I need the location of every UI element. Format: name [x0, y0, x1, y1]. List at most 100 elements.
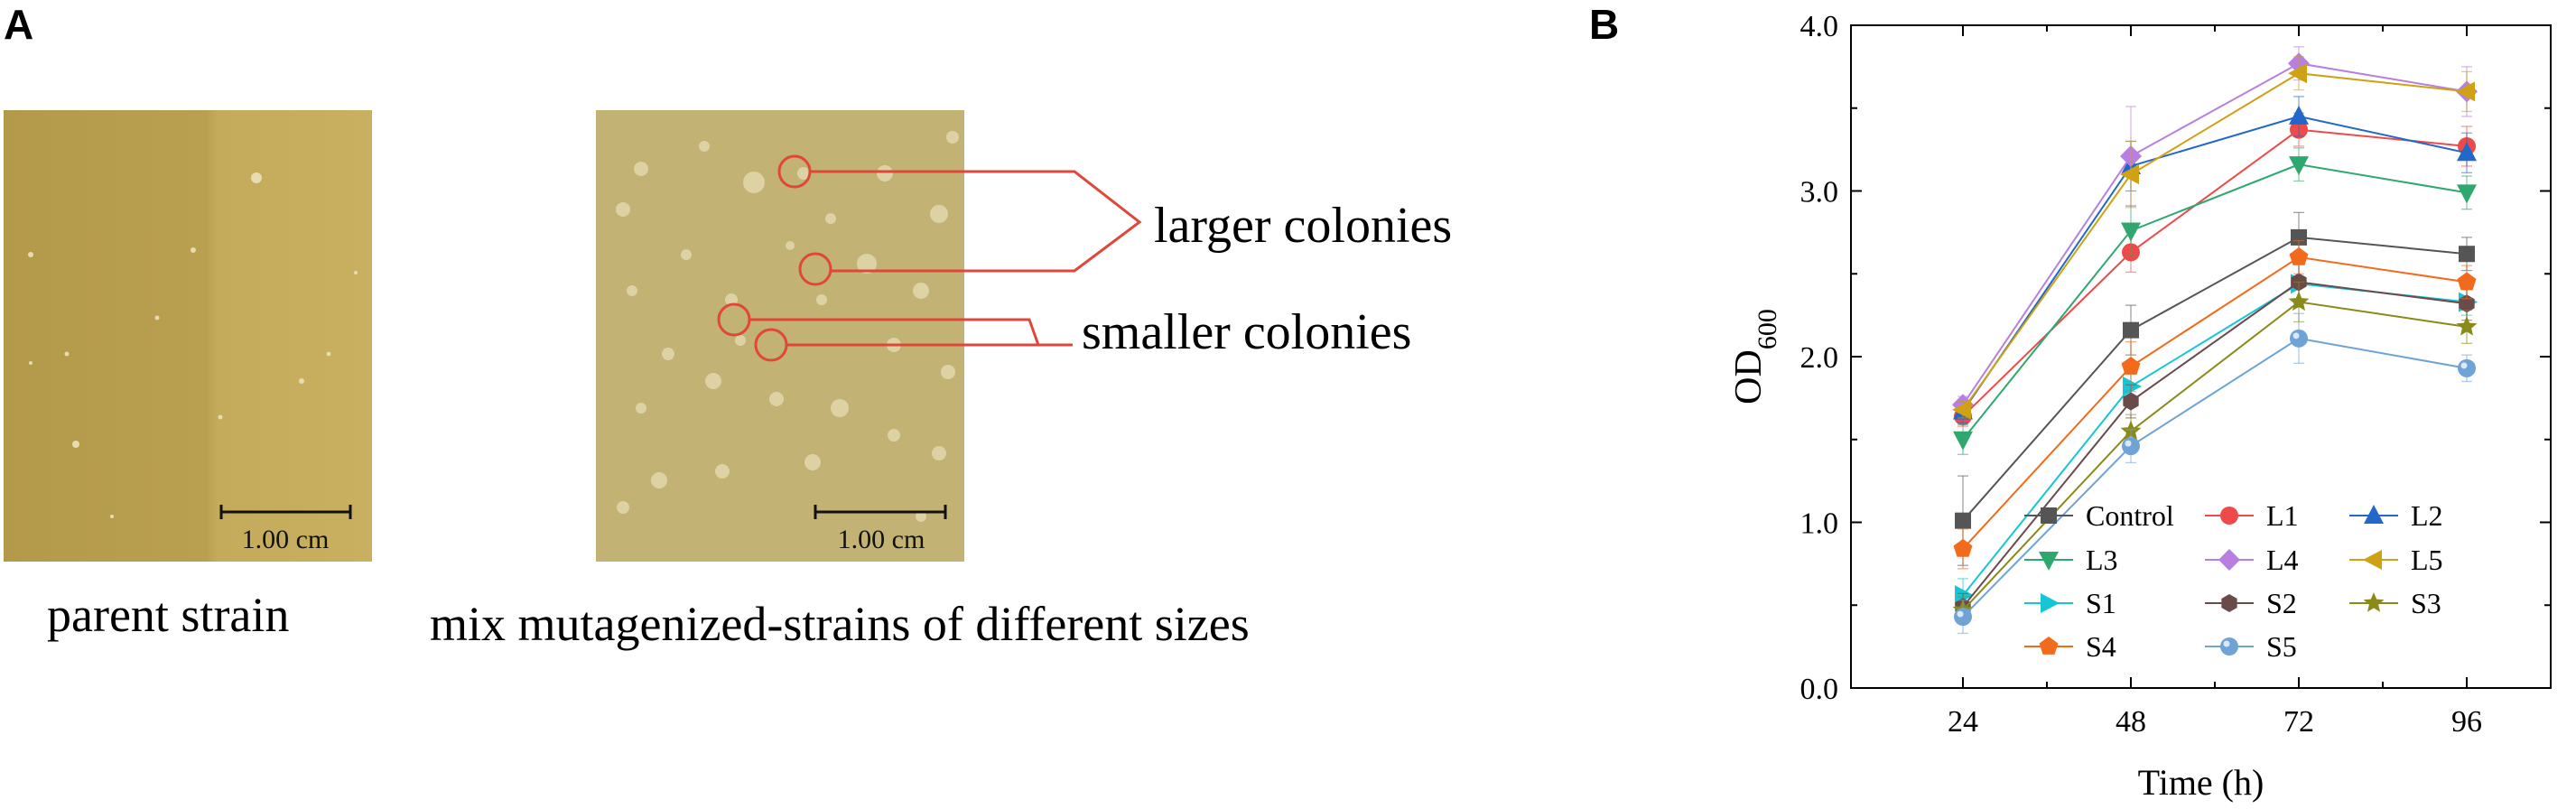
legend-label-l5: L5 — [2411, 544, 2443, 576]
point-l5 — [2288, 63, 2307, 84]
point-s5-highlight — [2125, 440, 2132, 447]
mix-strains-photo: 1.00 cm — [596, 110, 964, 562]
legend-marker-s4 — [2039, 637, 2059, 655]
series-l5 — [1952, 56, 2475, 420]
smaller-colonies-label: smaller colonies — [1082, 304, 1412, 360]
legend-item-s2: S2 — [2205, 587, 2297, 619]
point-s4 — [2289, 246, 2309, 265]
parent-strain-caption: parent strain — [47, 588, 290, 642]
legend-marker-l2 — [2364, 505, 2384, 524]
legend-marker-s5-highlight — [2223, 640, 2230, 647]
point-l5 — [2120, 164, 2139, 185]
series-line-s5 — [1962, 337, 2468, 618]
x-axis-label: Time (h) — [2138, 762, 2264, 803]
legend-marker-s1 — [2041, 593, 2060, 613]
series-line-s2 — [1962, 281, 2468, 608]
y-tick-label: 1.0 — [1800, 507, 1839, 541]
legend-marker-s5 — [2220, 637, 2238, 656]
small-colony-dots — [28, 172, 358, 518]
point-s4 — [2121, 357, 2141, 375]
legend-label-s1: S1 — [2086, 587, 2116, 619]
series-line-s3 — [1962, 301, 2468, 611]
series-line-l2 — [1962, 115, 2468, 413]
colony-dots — [616, 131, 959, 522]
larger-colonies-bracket — [810, 170, 1142, 273]
legend-label-s2: S2 — [2266, 587, 2297, 619]
series-l2 — [1953, 96, 2477, 424]
legend-label-s3: S3 — [2411, 587, 2441, 619]
legend-item-l4: L4 — [2205, 544, 2299, 576]
legend-item-s4: S4 — [2024, 630, 2116, 663]
legend-item-s1: S1 — [2024, 587, 2116, 619]
point-s5-highlight — [2460, 362, 2468, 369]
series-line-control — [1962, 236, 2468, 522]
point-s5-highlight — [1957, 610, 1964, 618]
legend-marker-l4 — [2218, 549, 2240, 571]
point-l3 — [2289, 156, 2309, 176]
legend-marker-control — [2041, 507, 2057, 524]
panel-a-letter: A — [4, 1, 34, 48]
legend-marker-s3 — [2363, 592, 2385, 612]
point-control — [2123, 321, 2139, 339]
point-s4 — [2457, 272, 2477, 291]
x-tick-label: 48 — [2116, 705, 2146, 739]
mix-strains-caption: mix mutagenized-strains of different siz… — [430, 597, 1250, 651]
y-tick-label: 4.0 — [1800, 10, 1839, 43]
point-l2 — [2289, 105, 2309, 125]
series-line-l1 — [1962, 128, 2468, 417]
legend-item-s5: S5 — [2205, 630, 2297, 663]
callout-lines — [749, 170, 1142, 347]
large-colony-ring-2 — [798, 252, 832, 286]
legend-label-s5: S5 — [2266, 630, 2297, 663]
legend-label-l4: L4 — [2266, 544, 2299, 576]
point-s5 — [1954, 608, 1972, 627]
legend-item-l2: L2 — [2349, 499, 2443, 532]
legend-label-l2: L2 — [2411, 499, 2443, 532]
point-l3 — [2457, 184, 2477, 204]
point-control — [1955, 512, 1971, 529]
legend-item-l3: L3 — [2024, 544, 2118, 576]
scale-bar-label: 1.00 cm — [242, 525, 330, 554]
point-s5-highlight — [2292, 332, 2300, 339]
series-s3 — [1952, 281, 2478, 625]
point-l5 — [2456, 81, 2475, 102]
legend-label-l1: L1 — [2266, 499, 2299, 532]
mix-strains-plate: 1.00 cm — [596, 110, 964, 562]
legend-marker-l5 — [2363, 550, 2382, 570]
point-l2 — [2457, 142, 2477, 162]
y-tick-label: 2.0 — [1800, 341, 1839, 375]
series-line-l4 — [1962, 62, 2468, 405]
legend-item-s3: S3 — [2349, 587, 2441, 619]
point-s5 — [2122, 437, 2140, 456]
scale-bar-label: 1.00 cm — [838, 525, 925, 554]
x-tick-label: 96 — [2451, 705, 2482, 739]
panel-b-letter: B — [1589, 1, 1620, 48]
series-s5 — [1954, 312, 2476, 635]
plate-background — [4, 110, 372, 562]
series-control — [1955, 211, 2475, 566]
point-s5 — [2290, 329, 2308, 348]
point-l3 — [2121, 222, 2141, 242]
legend: Control L1 L2 L3 L4 L5 S1 S2 S3 S4 S5 — [2024, 499, 2443, 663]
parent-strain-plate: 1.00 cm — [4, 110, 372, 562]
legend-label-l3: L3 — [2086, 544, 2118, 576]
x-tick-label: 24 — [1948, 705, 1978, 739]
point-control — [2459, 246, 2475, 263]
point-s4 — [1953, 538, 1973, 557]
series-line-l3 — [1962, 163, 2468, 441]
series-s4 — [1953, 239, 2477, 570]
parent-strain-photo: 1.00 cm — [4, 110, 372, 562]
y-tick-label: 3.0 — [1800, 176, 1839, 209]
series-l4 — [1952, 46, 2478, 416]
legend-marker-s2 — [2221, 594, 2237, 612]
series-l1 — [1954, 112, 2476, 427]
point-l5 — [1952, 399, 1971, 420]
series-line-s4 — [1962, 256, 2468, 550]
x-tick-label: 72 — [2283, 705, 2314, 739]
legend-label-s4: S4 — [2086, 630, 2116, 663]
series-line-s1 — [1962, 283, 2468, 596]
smaller-colonies-bracket — [749, 318, 1041, 347]
legend-item-l5: L5 — [2349, 544, 2443, 576]
series-l3 — [1953, 147, 2477, 455]
point-s2 — [2123, 392, 2139, 411]
